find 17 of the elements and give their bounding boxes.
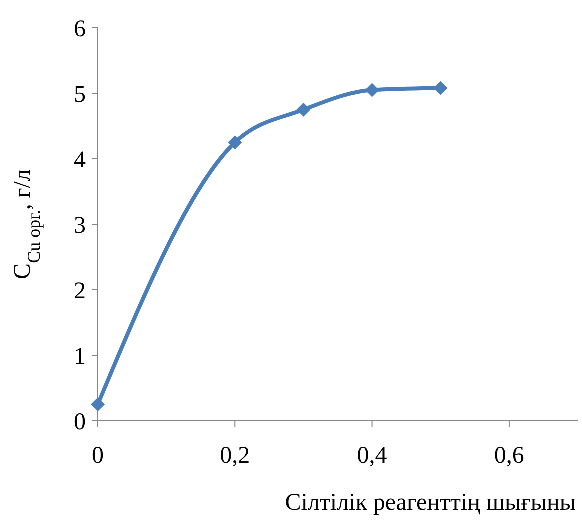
x-tick-label: 0,6 bbox=[494, 443, 524, 469]
x-tick-label: 0 bbox=[92, 443, 104, 469]
y-tick-label: 0 bbox=[74, 409, 86, 436]
point bbox=[365, 83, 380, 98]
point bbox=[434, 81, 448, 96]
y-tick-label: 5 bbox=[74, 82, 86, 108]
y-tick-label: 3 bbox=[74, 212, 86, 239]
x-axis-title: Сілтілік реагенттің шығыны bbox=[285, 490, 576, 516]
y-tick-label: 4 bbox=[74, 147, 86, 174]
point bbox=[91, 398, 105, 412]
y-tick-label: 6 bbox=[74, 16, 86, 42]
point bbox=[228, 136, 242, 150]
point bbox=[296, 102, 311, 117]
y-tick-label: 1 bbox=[74, 344, 86, 370]
x-tick-label: 0,4 bbox=[357, 443, 388, 469]
x-tick-label: 0,2 bbox=[220, 443, 250, 469]
y-tick-label: 2 bbox=[74, 278, 86, 304]
